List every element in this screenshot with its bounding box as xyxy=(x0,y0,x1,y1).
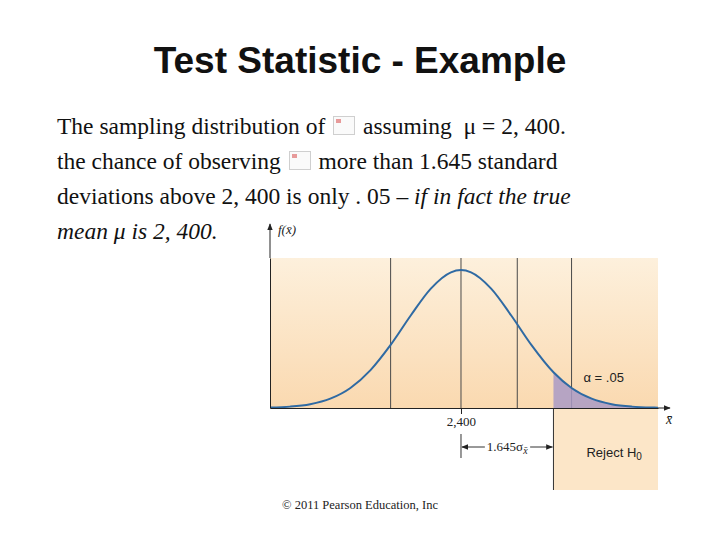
reject-region xyxy=(553,408,658,490)
interval-label-sub: x̄ xyxy=(522,445,528,456)
reference-line xyxy=(390,258,391,408)
interval-label-bg xyxy=(485,439,530,456)
body-text: the chance of observing xyxy=(57,148,287,174)
x-axis-title: x̄ xyxy=(665,412,673,427)
slide: 2,400f(x̄)x̄1.645σx̄α = .05Reject H0© 20… xyxy=(0,0,720,540)
body-line: mean μ is 2, 400. xyxy=(57,218,218,245)
plot-background xyxy=(270,258,658,408)
interval-label: 1.645σx̄ xyxy=(487,439,528,456)
plot-area xyxy=(270,258,658,408)
reject-label: Reject H0 xyxy=(586,445,642,462)
reject-label-main: Reject H xyxy=(586,445,636,460)
alpha-label: α = .05 xyxy=(583,370,623,385)
body-line: the chance of observing more than 1.645 … xyxy=(57,148,557,175)
y-axis-arrow xyxy=(270,224,271,258)
y-axis-title: f(x̄) xyxy=(278,222,296,237)
x-tick: 2,400 xyxy=(447,408,476,429)
body-line: The sampling distribution of assuming μ … xyxy=(57,113,566,140)
reject-label-sub: 0 xyxy=(636,451,642,462)
critical-line xyxy=(553,408,554,490)
density-curve xyxy=(270,270,658,408)
y-axis xyxy=(270,259,271,409)
x-tick-mark xyxy=(461,408,462,414)
interval-label-main: 1.645σ xyxy=(487,439,523,454)
slide-title: Test Statistic - Example xyxy=(0,40,720,82)
body-line: deviations above 2, 400 is only . 05 – i… xyxy=(57,183,571,210)
y-axis-line xyxy=(270,259,271,409)
body-text-italic: if in fact the true xyxy=(414,183,571,209)
image-placeholder-icon xyxy=(336,119,341,123)
x-axis: 2,400 xyxy=(271,408,659,429)
reference-line xyxy=(571,258,572,408)
image-placeholder xyxy=(289,151,311,170)
image-placeholder-icon xyxy=(292,154,297,158)
x-axis-arrow xyxy=(658,408,670,409)
reference-line xyxy=(460,258,461,408)
x-axis-line xyxy=(271,408,659,409)
x-tick-label: 2,400 xyxy=(447,414,476,429)
body-text: assuming μ = 2, 400. xyxy=(357,113,566,139)
image-placeholder xyxy=(333,116,355,135)
interval-edge xyxy=(460,434,461,458)
body-text: more than 1.645 standard xyxy=(313,148,558,174)
body-text-italic: mean μ is 2, 400. xyxy=(57,218,218,244)
footer: © 2011 Pearson Education, Inc xyxy=(282,498,438,512)
body-text: deviations above 2, 400 is only . 05 – xyxy=(57,183,414,209)
figure-panel xyxy=(252,215,702,492)
reference-line xyxy=(517,258,518,408)
body-text: The sampling distribution of xyxy=(57,113,331,139)
